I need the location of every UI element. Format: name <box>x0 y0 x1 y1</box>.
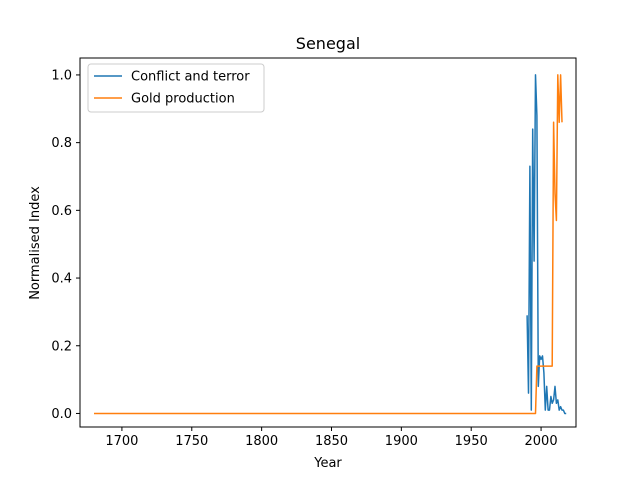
x-tick-label: 1900 <box>385 434 418 449</box>
x-tick-label: 1700 <box>105 434 138 449</box>
x-tick-label: 1800 <box>245 434 278 449</box>
plot-lines <box>94 74 567 415</box>
legend: Conflict and terror Gold production <box>87 63 265 113</box>
y-axis-label: Normalised Index <box>28 186 43 300</box>
x-tick-label: 1850 <box>315 434 348 449</box>
axes-frame <box>79 57 577 428</box>
x-tick-label: 1750 <box>175 434 208 449</box>
series-line-gold-production <box>94 74 563 415</box>
x-axis-ticks: 1700 1750 1800 1850 1900 1950 2000 <box>105 427 558 449</box>
x-tick-label: 1950 <box>455 434 488 449</box>
x-tick-label: 2000 <box>525 434 558 449</box>
y-tick-label: 0.0 <box>51 407 72 422</box>
legend-box <box>87 63 265 113</box>
y-tick-label: 0.8 <box>51 136 72 151</box>
y-tick-label: 0.2 <box>51 339 72 354</box>
y-tick-label: 1.0 <box>51 68 72 83</box>
y-tick-label: 0.4 <box>51 272 72 287</box>
chart-title: Senegal <box>296 34 360 53</box>
legend-label-gold-production: Gold production <box>131 92 235 107</box>
y-tick-label: 0.6 <box>51 204 72 219</box>
series-line-conflict-and-terror <box>526 74 567 415</box>
y-axis-ticks: 0.0 0.2 0.4 0.6 0.8 1.0 <box>51 68 80 422</box>
x-axis-label: Year <box>313 456 342 471</box>
legend-label-conflict-and-terror: Conflict and terror <box>131 70 250 85</box>
